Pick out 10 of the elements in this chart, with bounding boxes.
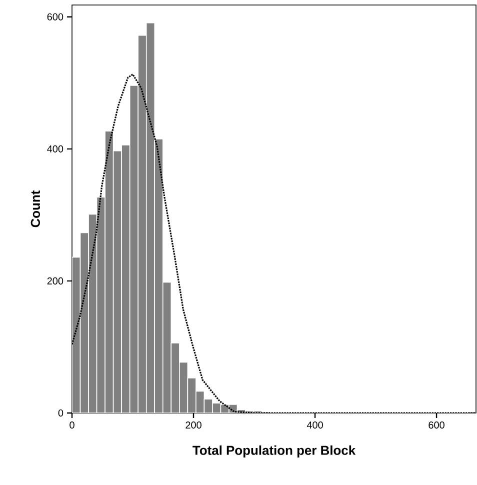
- x-tick-label: 400: [306, 422, 323, 429]
- y-tick-label: 0: [58, 409, 64, 417]
- y-tick-label: 200: [47, 277, 64, 284]
- x-tick-label: 0: [70, 422, 74, 429]
- x-tick-label: 600: [428, 422, 444, 429]
- x-axis-title: Total Population per Block: [192, 445, 356, 458]
- y-tick-label: 600: [47, 13, 64, 20]
- x-tick-label: 200: [186, 422, 202, 429]
- y-tick-label: 400: [47, 145, 64, 152]
- y-axis-title: Count: [30, 190, 40, 228]
